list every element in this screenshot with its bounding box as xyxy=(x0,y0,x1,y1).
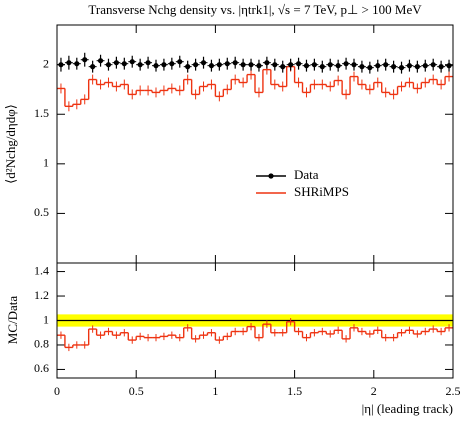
data-point xyxy=(185,64,191,70)
x-tick-label: 1 xyxy=(212,384,218,398)
y-tick-label: 0.8 xyxy=(34,337,49,351)
x-tick-label: 0 xyxy=(54,384,60,398)
x-tick-label: 2 xyxy=(371,384,377,398)
data-point xyxy=(295,61,302,67)
data-point xyxy=(335,63,341,69)
data-point xyxy=(58,62,64,68)
data-point xyxy=(90,64,96,70)
data-point xyxy=(113,60,119,66)
data-point xyxy=(422,63,428,69)
x-axis-label: |η| (leading track) xyxy=(362,401,453,416)
data-point xyxy=(398,65,405,71)
y-tick-label: 2 xyxy=(43,56,49,70)
data-point xyxy=(232,60,238,66)
data-point xyxy=(359,64,365,70)
data-point xyxy=(303,63,310,69)
data-point xyxy=(272,62,278,68)
data-point xyxy=(240,62,246,68)
data-point xyxy=(280,64,286,70)
y-tick-label: 0.6 xyxy=(34,361,49,375)
data-point xyxy=(66,60,72,66)
data-point xyxy=(383,62,389,68)
data-point xyxy=(343,61,349,67)
data-point xyxy=(264,60,270,66)
data-point xyxy=(200,60,207,66)
data-point xyxy=(367,65,373,71)
x-tick-label: 2.5 xyxy=(446,384,461,398)
y-tick-label: 1.5 xyxy=(34,106,49,120)
data-point xyxy=(391,64,397,70)
y-axis-label: ⟨d²Nchg/dηdφ⟩ xyxy=(3,104,18,184)
data-point xyxy=(414,64,420,70)
data-point xyxy=(193,62,199,68)
data-point xyxy=(256,63,262,69)
data-point xyxy=(169,61,175,67)
y-tick-label: 1.4 xyxy=(34,263,49,277)
y-tick-label: 1.2 xyxy=(34,288,49,302)
legend-marker xyxy=(268,173,274,179)
data-point xyxy=(177,59,183,65)
data-point xyxy=(216,62,222,68)
data-point xyxy=(319,64,325,70)
legend-label: Data xyxy=(294,167,319,182)
data-point xyxy=(351,62,357,68)
data-point xyxy=(430,62,436,68)
data-point xyxy=(288,62,294,68)
y-tick-label: 0.5 xyxy=(34,205,49,219)
y-tick-label: 1 xyxy=(43,312,49,326)
data-point xyxy=(438,64,444,70)
data-point xyxy=(224,61,230,67)
data-point xyxy=(105,62,112,68)
data-point xyxy=(161,62,167,68)
data-point xyxy=(137,62,143,68)
ratio-y-axis-label: MC/Data xyxy=(5,296,20,345)
legend-label: SHRiMPS xyxy=(294,184,349,199)
data-point xyxy=(97,58,104,64)
x-tick-label: 0.5 xyxy=(129,384,144,398)
data-point xyxy=(446,63,452,69)
data-point xyxy=(121,61,127,67)
data-point xyxy=(248,62,254,68)
chart-title: Transverse Nchg density vs. |ηtrk1|, √s … xyxy=(88,2,422,17)
data-point xyxy=(327,62,333,68)
data-point xyxy=(311,62,317,68)
data-point xyxy=(153,63,159,69)
plot-frame xyxy=(56,262,454,379)
data-point xyxy=(406,63,413,69)
data-point xyxy=(208,63,215,69)
data-point xyxy=(145,60,151,66)
data-point xyxy=(375,63,381,69)
data-point xyxy=(82,57,88,63)
y-tick-label: 1 xyxy=(43,156,49,170)
x-tick-label: 1.5 xyxy=(287,384,302,398)
data-point xyxy=(74,61,80,67)
data-point xyxy=(129,59,135,65)
